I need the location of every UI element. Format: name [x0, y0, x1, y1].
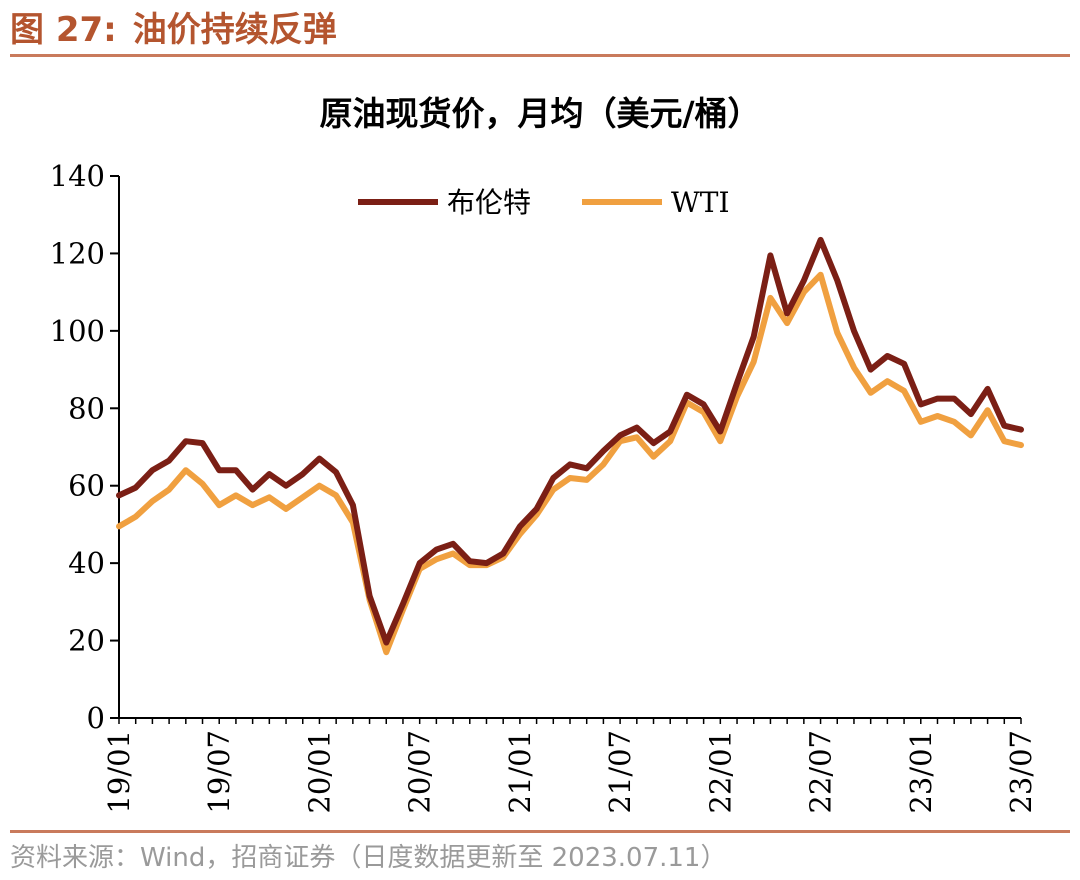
x-axis-ticks: 19/01 19/07 20/01 20/07 21/01 21/07 22/01 22/07… [102, 718, 1038, 814]
axes [118, 176, 1021, 719]
x-tick-label: 23/07 [1004, 730, 1038, 814]
y-tick-label: 80 [68, 391, 105, 425]
header-rule [10, 54, 1070, 57]
x-tick-label: 23/01 [904, 730, 938, 814]
x-tick-label: 21/07 [603, 730, 637, 814]
y-tick-label: 0 [87, 701, 105, 735]
figure-label: 图 27: [10, 10, 117, 50]
legend-brent-label: 布伦特 [447, 186, 531, 219]
figure-caption: 油价持续反弹 [132, 10, 337, 50]
y-tick-label: 60 [68, 469, 105, 503]
y-tick-label: 140 [50, 159, 105, 193]
x-tick-label: 22/01 [703, 730, 737, 814]
x-tick-label: 20/01 [302, 730, 336, 814]
legend: 布伦特 WTI [358, 186, 730, 219]
x-tick-label: 20/07 [403, 730, 437, 814]
x-tick-label: 22/07 [804, 730, 838, 814]
y-tick-label: 40 [68, 546, 105, 580]
chart-title: 原油现货价，月均（美元/桶） [319, 94, 760, 133]
x-tick-label: 19/07 [202, 730, 236, 814]
y-axis-ticks: 0 20 40 60 80 100 120 140 [50, 159, 119, 735]
brent-line [116, 236, 1024, 646]
footer-rule [10, 830, 1070, 833]
y-tick-label: 120 [50, 236, 105, 270]
y-tick-label: 20 [68, 624, 105, 658]
figure-header: 图 27: 油价持续反弹 [10, 6, 1070, 56]
x-tick-label: 19/01 [102, 730, 136, 814]
legend-wti-label: WTI [671, 186, 730, 219]
y-tick-label: 100 [50, 314, 105, 348]
wti-line [116, 271, 1024, 656]
series-lines [116, 236, 1024, 656]
x-tick-label: 21/01 [503, 730, 537, 814]
source-note: 资料来源：Wind，招商证券（日度数据更新至 2023.07.11） [10, 843, 727, 873]
